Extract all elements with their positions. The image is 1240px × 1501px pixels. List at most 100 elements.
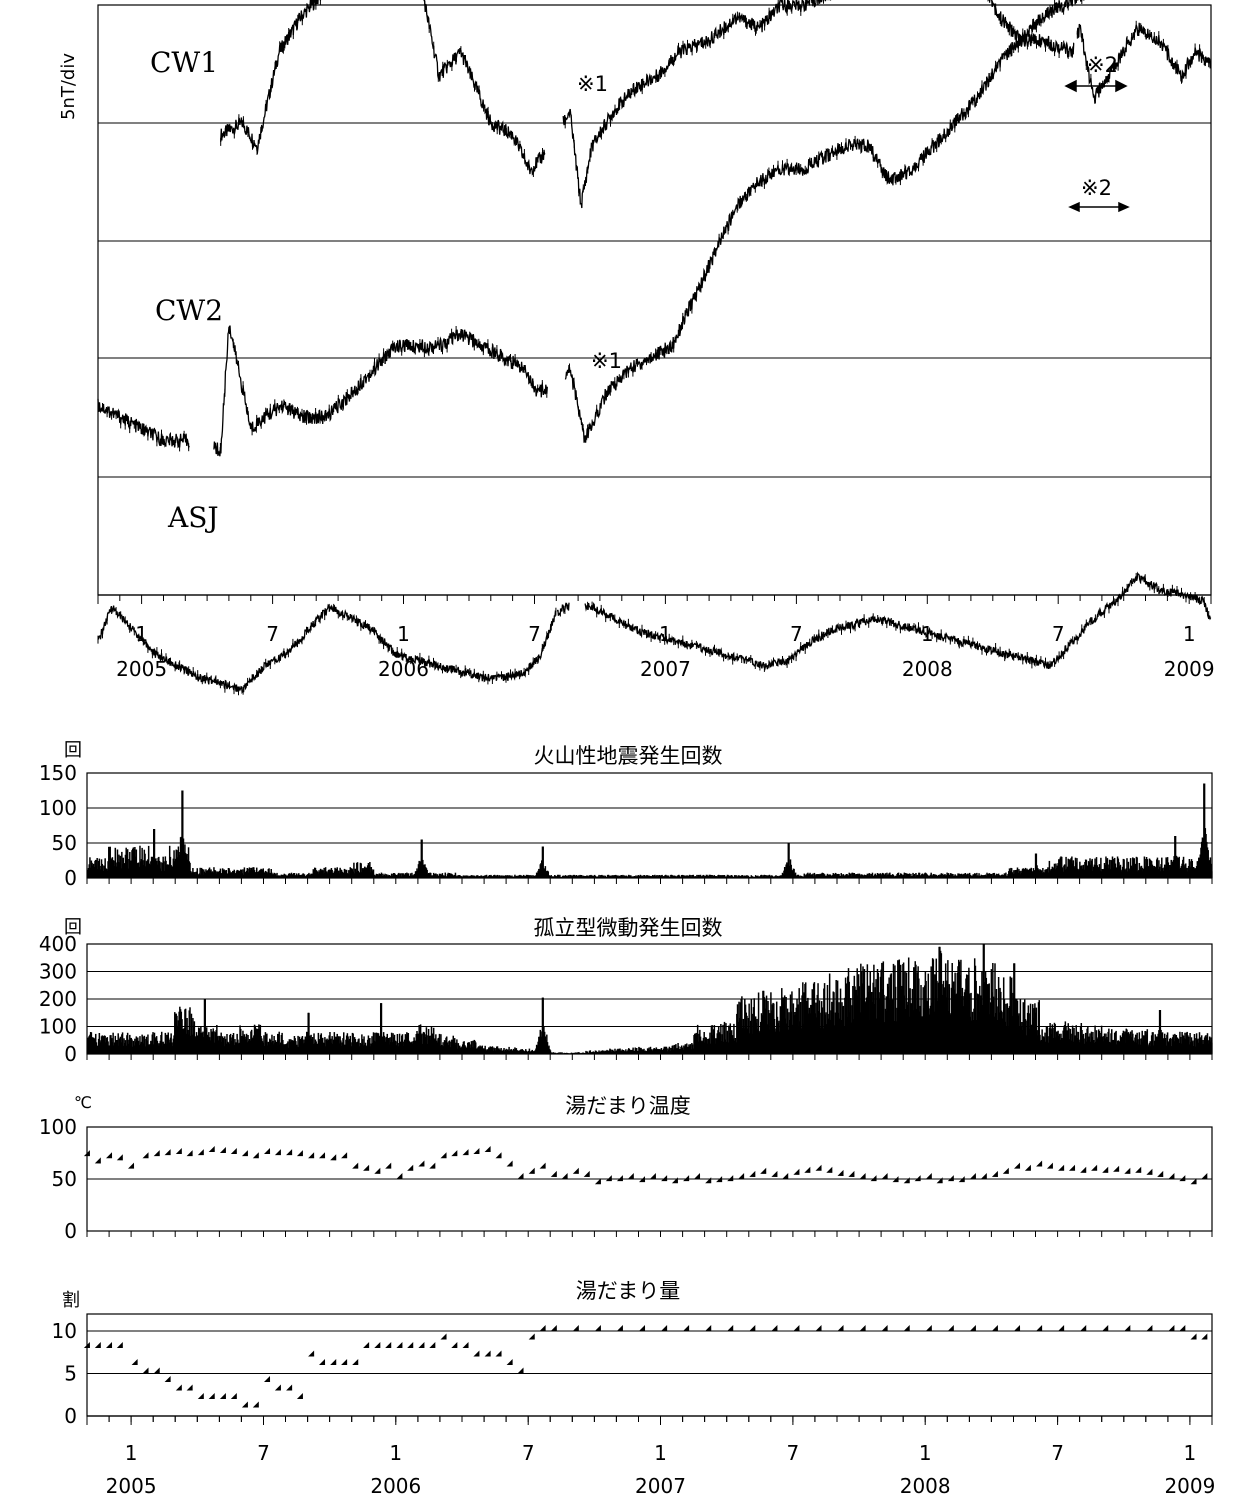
temperature-point xyxy=(859,1173,866,1180)
tremor-bar xyxy=(833,992,835,1054)
earthquake-bar xyxy=(382,873,384,878)
volume-point xyxy=(506,1359,513,1366)
temperature-point xyxy=(308,1152,315,1159)
temperature-point xyxy=(594,1178,601,1185)
tremor-bar xyxy=(947,960,949,1054)
tremor-bar xyxy=(112,1032,114,1054)
earthquake-bar xyxy=(639,874,642,878)
volume-point xyxy=(116,1342,123,1349)
volume-point xyxy=(572,1325,579,1332)
volume-point xyxy=(793,1325,800,1332)
earthquake-bar xyxy=(1178,856,1180,878)
earthquake-bar xyxy=(866,873,869,878)
series-label-asj: ASJ xyxy=(167,501,219,534)
temperature-point xyxy=(616,1175,623,1182)
tremor-bar xyxy=(190,1013,193,1054)
earthquake-y-tick-label: 50 xyxy=(52,831,77,855)
temperature-point xyxy=(1080,1166,1087,1173)
temperature-point xyxy=(561,1173,568,1180)
volume-point xyxy=(1201,1333,1208,1340)
tremor-bar xyxy=(621,1049,623,1054)
earthquake-bar xyxy=(908,873,911,878)
tremor-bar xyxy=(117,1033,119,1054)
earthquake-bar xyxy=(654,874,656,878)
volume-point xyxy=(837,1325,844,1332)
volume-point xyxy=(683,1325,690,1332)
earthquake-bar xyxy=(498,875,501,878)
earthquake-plot-frame xyxy=(86,772,1213,879)
temperature-y-tick-label: 50 xyxy=(52,1167,77,1191)
volume-point xyxy=(153,1367,160,1374)
earthquake-bar xyxy=(1076,858,1078,878)
volume-point xyxy=(106,1342,113,1349)
earthquake-bar xyxy=(930,872,932,878)
earthquake-bar xyxy=(1156,857,1159,878)
tremor-bar xyxy=(152,1032,154,1054)
volume-point xyxy=(1168,1325,1175,1332)
tremor-bar xyxy=(1019,999,1022,1054)
earthquake-bar xyxy=(812,873,814,878)
earthquake-bar xyxy=(1136,857,1138,878)
earthquake-bar xyxy=(1005,872,1007,878)
tremor-bar xyxy=(709,1032,711,1054)
earthquake-bar xyxy=(598,874,600,878)
earthquake-bar xyxy=(1184,863,1187,878)
tremor-bar xyxy=(380,1003,383,1054)
earthquake-bar xyxy=(586,875,589,878)
volume-point xyxy=(903,1325,910,1332)
tremor-bar xyxy=(741,996,743,1054)
temperature-point xyxy=(1002,1167,1009,1174)
earthquake-bar xyxy=(298,873,300,878)
earthquake-bar xyxy=(1100,857,1102,878)
tremor-bar xyxy=(503,1048,505,1054)
earthquake-bar xyxy=(380,872,383,878)
earthquake-bar xyxy=(1191,861,1194,878)
earthquake-bar xyxy=(603,875,605,878)
earthquake-bar xyxy=(559,874,561,878)
temperature-point xyxy=(1102,1166,1109,1173)
earthquake-bar xyxy=(688,874,691,878)
volume-point xyxy=(308,1350,315,1357)
earthquake-bar xyxy=(1123,859,1125,878)
tremor-bar xyxy=(781,988,783,1054)
earthquake-bar xyxy=(667,875,670,878)
volume-point xyxy=(1102,1325,1109,1332)
temperature-point xyxy=(572,1167,579,1174)
temperature-point xyxy=(705,1177,712,1184)
earthquake-bar xyxy=(262,868,264,878)
earthquake-bar xyxy=(849,873,852,878)
earthquake-bar xyxy=(163,861,165,878)
tremor-bar xyxy=(668,1046,671,1054)
temperature-point xyxy=(947,1175,954,1182)
temperature-point xyxy=(1135,1166,1142,1173)
volume-point xyxy=(385,1342,392,1349)
tremor-bar xyxy=(689,1044,692,1054)
earthquake-bar xyxy=(372,869,375,878)
volume-point xyxy=(363,1342,370,1349)
temperature-point xyxy=(274,1149,281,1156)
earthquake-count-panel: 回 火山性地震発生回数 150 100 50 0 xyxy=(39,740,1213,890)
earthquake-bar xyxy=(580,875,583,878)
earthquake-bar xyxy=(196,868,199,878)
temperature-point xyxy=(815,1164,822,1171)
temperature-point xyxy=(164,1149,171,1156)
volume-unit: 割 xyxy=(62,1290,80,1311)
temperature-point xyxy=(826,1166,833,1173)
magnetic-tick-label: 7 xyxy=(266,622,279,646)
lower-year-label: 2007 xyxy=(635,1474,686,1498)
temperature-point xyxy=(716,1176,723,1183)
earthquake-bar xyxy=(760,874,763,878)
temperature-point xyxy=(550,1170,557,1177)
earthquake-bar xyxy=(741,875,744,878)
tremor-bar xyxy=(818,1000,821,1054)
tremor-y-tick-label: 200 xyxy=(39,987,77,1011)
temperature-point xyxy=(958,1176,965,1183)
tremor-bar xyxy=(440,1034,442,1054)
temperature-point xyxy=(539,1162,546,1169)
temperature-point xyxy=(175,1148,182,1155)
tremor-bar xyxy=(126,1032,129,1054)
tremor-bar xyxy=(559,1052,562,1054)
series-line-cw1 xyxy=(220,0,1212,209)
temperature-point xyxy=(649,1173,656,1180)
